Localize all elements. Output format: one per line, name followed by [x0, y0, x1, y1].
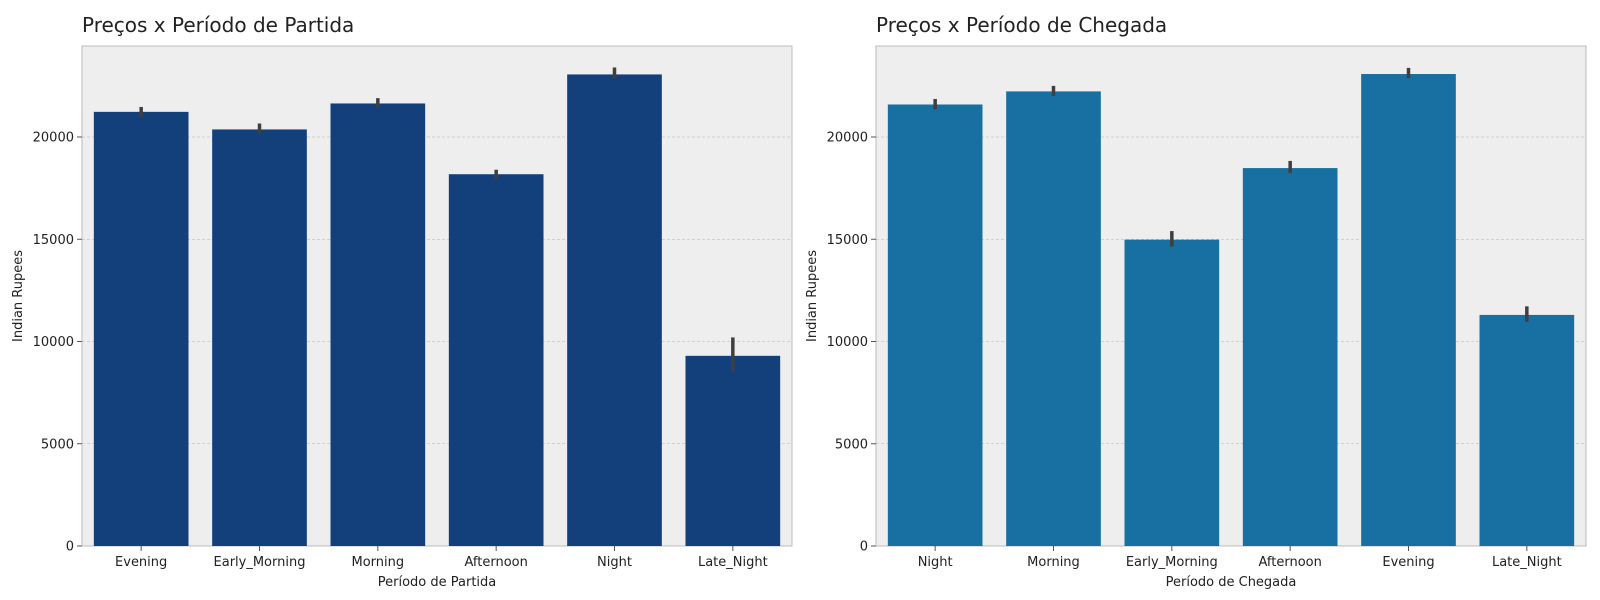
left-plot-background — [81, 45, 793, 547]
right-xtick-label-afternoon: Afternoon — [1258, 555, 1321, 570]
left-xtick-label-afternoon: Afternoon — [464, 555, 527, 570]
right-ytick-label-15000: 15000 — [827, 233, 868, 248]
right-ytick-label-0: 0 — [860, 540, 868, 555]
right-bar-evening — [1361, 74, 1456, 546]
left-ytick-label-0: 0 — [66, 540, 74, 555]
right-x-axis-label: Período de Chegada — [1166, 575, 1297, 590]
right-xtick-label-late-night: Late_Night — [1492, 555, 1562, 570]
left-bar-late-night — [685, 355, 781, 546]
right-xtick-label-evening: Evening — [1382, 555, 1434, 570]
left-bar-afternoon — [448, 174, 544, 546]
right-y-axis-label: Indian Rupees — [805, 250, 820, 342]
right-xtick-label-night: Night — [918, 555, 953, 570]
right-bar-morning — [1006, 91, 1101, 546]
right-bar-afternoon — [1242, 168, 1338, 547]
left-xtick-label-night: Night — [597, 555, 632, 570]
right-chart-group: 0 5000 10000 15000 20000 Night Morning Early_Mo… — [805, 13, 1587, 590]
right-chart-title: Preços x Período de Chegada — [876, 13, 1167, 37]
right-xtick-label-early-morning: Early_Morning — [1126, 555, 1218, 570]
left-bar-early-morning — [212, 129, 307, 546]
left-bar-evening — [93, 111, 189, 547]
left-xtick-label-early-morning: Early_Morning — [214, 555, 306, 570]
left-y-axis-label: Indian Rupees — [11, 250, 26, 342]
left-xtick-label-evening: Evening — [115, 555, 167, 570]
left-ytick-label-5000: 5000 — [41, 437, 74, 452]
left-xtick-label-late-night: Late_Night — [698, 555, 768, 570]
right-bar-night — [887, 104, 983, 547]
right-ytick-label-20000: 20000 — [827, 131, 868, 146]
left-xtick-label-morning: Morning — [352, 555, 405, 570]
right-ytick-label-10000: 10000 — [827, 335, 868, 350]
right-bar-late-night — [1479, 314, 1575, 546]
right-plot-background — [875, 45, 1587, 547]
left-chart-group: 0 5000 10000 15000 20000 Evening Early_Morning… — [11, 13, 793, 590]
right-bar-early-morning — [1124, 239, 1220, 547]
right-xtick-label-morning: Morning — [1027, 555, 1080, 570]
left-bar-night — [567, 74, 662, 546]
left-ytick-label-10000: 10000 — [33, 335, 74, 350]
left-ytick-label-15000: 15000 — [33, 233, 74, 248]
left-x-axis-label: Período de Partida — [378, 575, 497, 590]
left-bar-morning — [330, 103, 426, 547]
left-ytick-label-20000: 20000 — [33, 131, 74, 146]
right-ytick-label-5000: 5000 — [835, 437, 868, 452]
left-chart-title: Preços x Período de Partida — [82, 13, 354, 37]
